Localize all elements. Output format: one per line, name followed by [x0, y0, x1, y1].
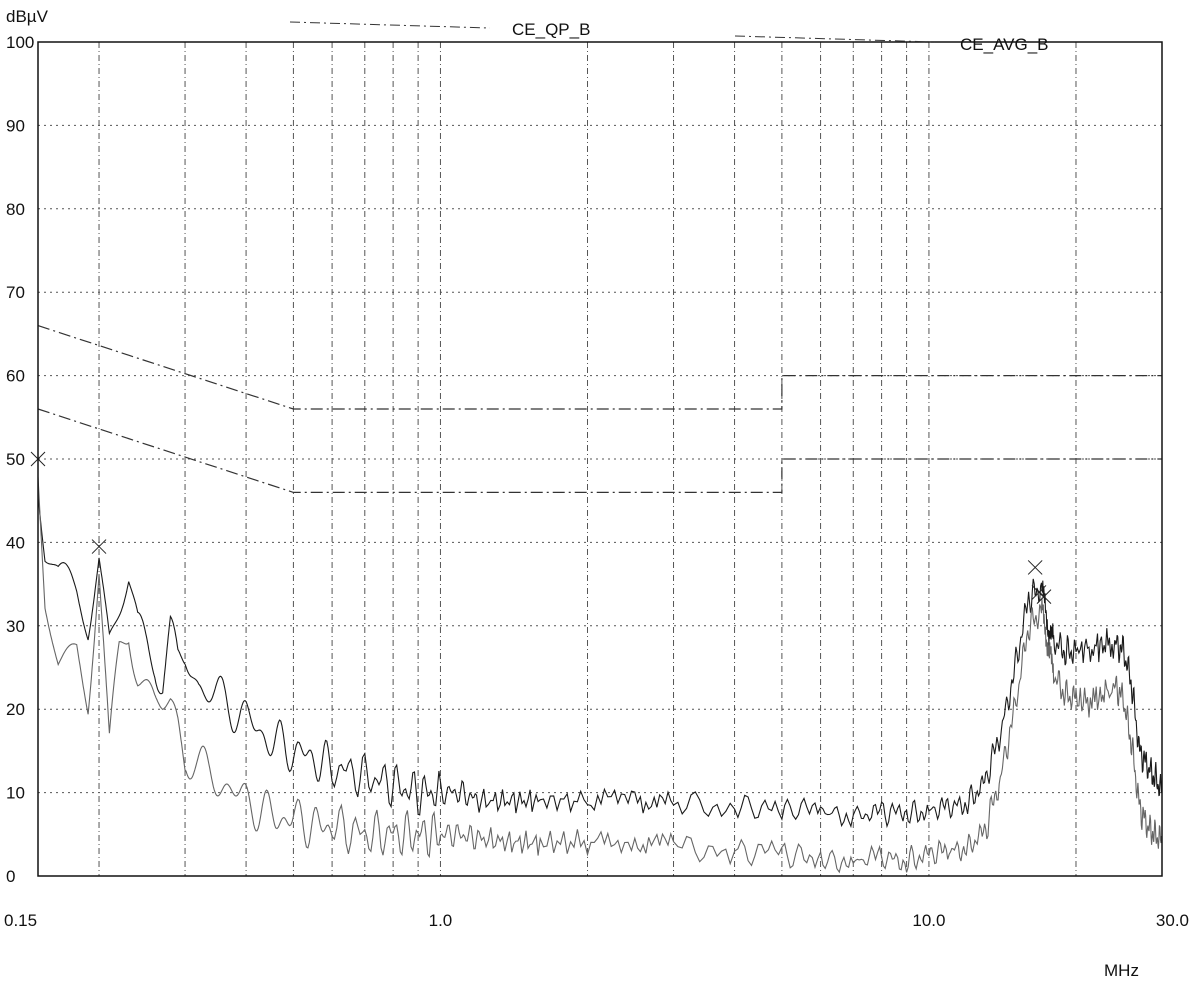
y-tick-label: 60	[6, 367, 25, 386]
limit-line	[37, 325, 1162, 410]
x-tick-label: 30.0	[1156, 911, 1189, 930]
peak-marker-stroke	[1027, 560, 1043, 575]
x-axis-label: MHz	[1104, 961, 1139, 980]
peak-marker-stroke	[91, 539, 107, 554]
y-tick-label: 80	[6, 200, 25, 219]
y-axis-label: dBµV	[6, 7, 49, 26]
series-trace	[37, 476, 1163, 874]
x-tick-label: 0.15	[4, 911, 37, 930]
x-tick-label: 1.0	[429, 911, 453, 930]
peak-marker	[1027, 560, 1043, 575]
peak-marker-stroke	[1031, 585, 1047, 600]
y-tick-label: 50	[6, 450, 25, 469]
peak-marker	[1036, 589, 1052, 604]
x-tick-labels: 0.15 1.0 10.0 30.0	[4, 911, 1189, 930]
plot-frame	[37, 41, 1163, 877]
y-tick-label: 70	[6, 283, 25, 302]
legend-line-qp	[289, 21, 491, 29]
peak-marker-stroke	[1036, 589, 1052, 604]
limit-line	[37, 408, 1162, 493]
legend-line-avg	[734, 35, 936, 43]
y-tick-label: 10	[6, 784, 25, 803]
y-tick-label: 90	[6, 116, 25, 135]
y-tick-labels: 0 10 20 30 40 50 60 70 80 90 100	[6, 33, 34, 886]
peak-marker	[91, 539, 107, 554]
y-tick-label: 30	[6, 617, 25, 636]
y-tick-label: 100	[6, 33, 34, 52]
legend-label-avg: CE_AVG_B	[960, 35, 1049, 54]
traces	[37, 476, 1163, 874]
x-tick-label: 10.0	[912, 911, 945, 930]
legend: CE_QP_B CE_AVG_B	[289, 20, 1049, 54]
y-tick-label: 40	[6, 533, 25, 552]
y-tick-label: 20	[6, 700, 25, 719]
series-trace	[37, 495, 1163, 829]
limit-lines	[37, 325, 1162, 493]
y-tick-label: 0	[6, 867, 15, 886]
legend-label-qp: CE_QP_B	[512, 20, 590, 39]
